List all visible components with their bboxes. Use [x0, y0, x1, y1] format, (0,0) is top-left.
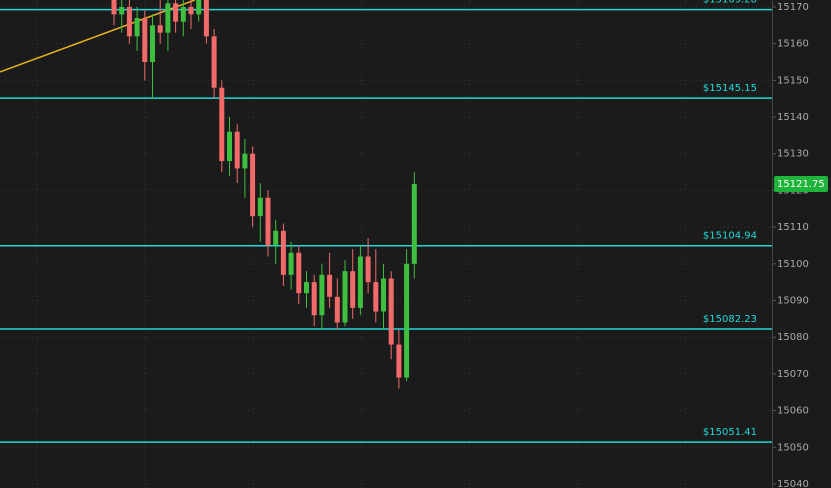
- candle-body: [257, 197, 263, 217]
- candle-body: [265, 197, 271, 246]
- candle-body: [126, 6, 132, 37]
- candle-body: [404, 263, 410, 378]
- level-label: $15145.15: [703, 83, 757, 94]
- candle-body: [165, 3, 171, 33]
- candle-body: [157, 25, 163, 33]
- candle-body: [373, 282, 379, 312]
- level-label: $15169.28: [703, 0, 757, 6]
- candle-body: [188, 6, 194, 15]
- candle-body: [227, 131, 232, 162]
- candle-body: [211, 36, 217, 88]
- candle-body: [250, 153, 256, 217]
- candle-body: [296, 252, 302, 294]
- candle-body: [357, 256, 363, 308]
- y-tick-label: 15050: [777, 442, 809, 453]
- y-tick-label: 15090: [777, 296, 809, 307]
- candle-body: [150, 25, 155, 63]
- candle-body: [280, 230, 286, 275]
- candle-body: [273, 230, 279, 246]
- candle-body: [319, 274, 325, 316]
- candle-body: [327, 274, 333, 297]
- candle-body: [411, 184, 417, 264]
- candle-body: [134, 17, 140, 37]
- y-tick-label: 15130: [777, 149, 809, 160]
- level-label: $15104.94: [703, 231, 757, 242]
- y-tick-label: 15110: [777, 222, 809, 233]
- candle-body: [388, 278, 394, 345]
- y-tick-label: 15150: [777, 75, 809, 86]
- y-tick-label: 15100: [777, 259, 809, 270]
- y-tick-label: 15170: [777, 2, 809, 13]
- candle-body: [311, 282, 317, 316]
- candle-body: [350, 271, 356, 308]
- candle-body: [234, 131, 240, 169]
- y-tick-label: 15140: [777, 112, 809, 123]
- candle-body: [173, 3, 179, 22]
- candle-body: [219, 87, 225, 162]
- y-tick-label: 15060: [777, 406, 809, 417]
- y-tick-label: 15160: [777, 39, 809, 50]
- level-label: $15082.23: [703, 314, 757, 325]
- candle-body: [381, 278, 386, 312]
- candle-body: [334, 296, 340, 323]
- last-price-tag: [774, 176, 828, 193]
- y-tick-label: 15040: [777, 479, 809, 488]
- candle-body: [304, 282, 309, 294]
- level-label: $15051.41: [703, 427, 757, 438]
- candle-body: [288, 252, 294, 275]
- candle-body: [196, 0, 202, 15]
- candle-body: [365, 256, 371, 283]
- candle-body: [142, 17, 148, 63]
- candle-body: [396, 344, 402, 378]
- trendline: [0, 0, 196, 73]
- candle-body: [111, 0, 117, 15]
- y-tick-label: 15080: [777, 332, 809, 343]
- candle-body: [203, 0, 209, 37]
- last-price-label: 15121.75: [777, 179, 825, 190]
- candle-body: [119, 6, 125, 15]
- y-tick-label: 15070: [777, 369, 809, 380]
- candle-body: [242, 153, 248, 169]
- candle-body: [342, 271, 348, 323]
- candle-body: [180, 6, 186, 22]
